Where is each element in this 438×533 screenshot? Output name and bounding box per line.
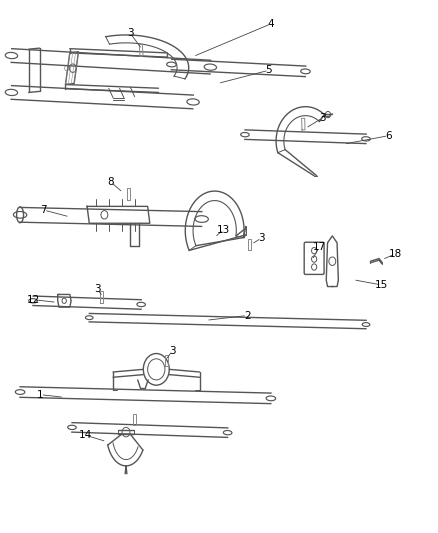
Text: 17: 17 bbox=[313, 242, 326, 252]
Text: 3: 3 bbox=[319, 113, 326, 123]
FancyBboxPatch shape bbox=[304, 242, 324, 274]
Text: 2: 2 bbox=[244, 311, 251, 320]
Text: 7: 7 bbox=[41, 205, 47, 215]
Text: 18: 18 bbox=[389, 249, 402, 259]
Text: 12: 12 bbox=[27, 295, 41, 305]
Text: 3: 3 bbox=[127, 28, 134, 38]
Text: 3: 3 bbox=[258, 233, 265, 243]
Text: 8: 8 bbox=[108, 177, 114, 187]
Text: 15: 15 bbox=[375, 280, 388, 290]
Text: 3: 3 bbox=[94, 284, 100, 294]
Text: 5: 5 bbox=[265, 65, 272, 75]
Text: 3: 3 bbox=[169, 346, 176, 356]
Text: 6: 6 bbox=[385, 131, 392, 141]
Text: 13: 13 bbox=[217, 224, 230, 235]
Text: 1: 1 bbox=[37, 390, 44, 400]
Text: 14: 14 bbox=[79, 430, 92, 440]
Text: 4: 4 bbox=[268, 19, 274, 29]
